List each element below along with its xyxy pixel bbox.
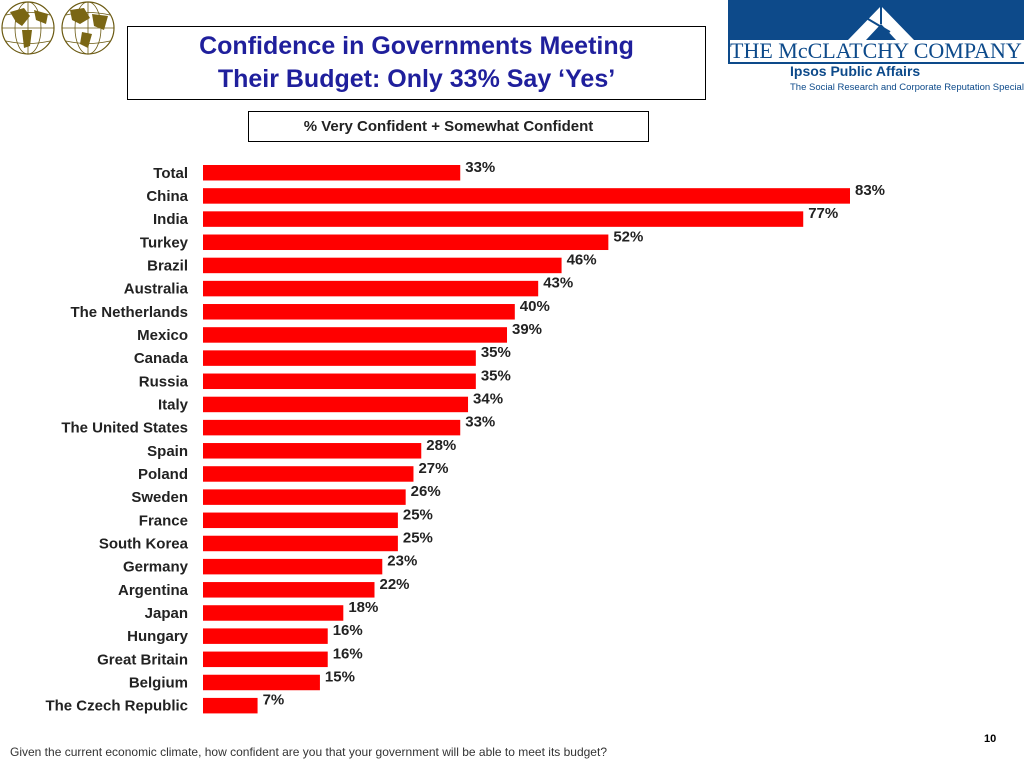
bar xyxy=(203,304,515,320)
chart-subtitle: % Very Confident + Somewhat Confident xyxy=(248,111,649,142)
logo: THE McCLATCHY COMPANY Ipsos Public Affai… xyxy=(728,0,1024,100)
data-label: 15% xyxy=(325,668,355,685)
world-globes-icon xyxy=(1,1,115,55)
bar xyxy=(203,373,476,390)
bar xyxy=(203,605,344,621)
page-title-line-2: Their Budget: Only 33% Say ‘Yes’ xyxy=(217,65,616,93)
bar xyxy=(203,443,422,459)
category-label: Russia xyxy=(139,373,189,390)
bar xyxy=(203,582,375,598)
bar xyxy=(203,466,414,482)
data-label: 7% xyxy=(263,692,285,709)
data-label: 33% xyxy=(465,414,495,431)
data-label: 28% xyxy=(426,437,456,454)
bar xyxy=(203,257,562,274)
data-label: 77% xyxy=(808,205,838,222)
category-label: The United States xyxy=(61,420,188,437)
title-box: Confidence in Governments Meeting Their … xyxy=(127,26,706,100)
bar-chart: Total 33% China 83% India 77% Turkey 52% Brazil 4… xyxy=(45,159,885,715)
bar xyxy=(203,489,406,505)
data-label: 33% xyxy=(465,159,495,176)
bar xyxy=(203,628,328,644)
category-label: Brazil xyxy=(147,257,188,274)
category-label: France xyxy=(139,512,188,529)
bar xyxy=(203,558,383,575)
category-label: South Korea xyxy=(99,535,189,552)
bar xyxy=(203,674,320,691)
bar xyxy=(203,651,328,668)
logo-tagline: The Social Research and Corporate Reputa… xyxy=(790,82,1024,93)
data-label: 25% xyxy=(403,529,433,546)
category-label: China xyxy=(146,188,188,205)
bar xyxy=(203,234,609,251)
bar xyxy=(203,211,804,227)
category-label: Canada xyxy=(134,350,189,367)
category-label: Argentina xyxy=(118,582,189,599)
house-roof-icon xyxy=(848,6,914,40)
category-label: The Netherlands xyxy=(70,304,188,321)
data-label: 22% xyxy=(379,576,409,593)
category-label: Spain xyxy=(147,443,188,460)
category-label: Mexico xyxy=(137,327,188,344)
bar xyxy=(203,697,258,714)
logo-company-name: THE McCLATCHY COMPANY xyxy=(730,40,1024,62)
category-label: Germany xyxy=(123,559,189,576)
bar xyxy=(203,535,398,552)
data-label: 83% xyxy=(855,182,885,199)
category-label: Sweden xyxy=(131,489,188,506)
data-label: 26% xyxy=(411,483,441,500)
category-label: Hungary xyxy=(127,628,189,645)
category-label: Total xyxy=(153,165,188,182)
bar xyxy=(203,188,850,204)
data-label: 52% xyxy=(613,228,643,245)
data-label: 18% xyxy=(348,599,378,616)
data-label: 40% xyxy=(520,298,550,315)
category-label: Great Britain xyxy=(97,651,188,668)
category-label: Turkey xyxy=(140,234,189,251)
bar xyxy=(203,396,469,413)
data-label: 25% xyxy=(403,506,433,523)
data-label: 35% xyxy=(481,367,511,384)
data-label: 27% xyxy=(418,460,448,477)
category-label: Australia xyxy=(124,281,189,298)
bar xyxy=(203,350,476,366)
data-label: 39% xyxy=(512,321,542,338)
category-label: Belgium xyxy=(129,674,188,691)
survey-question: Given the current economic climate, how … xyxy=(10,745,607,759)
category-label: The Czech Republic xyxy=(45,698,188,715)
bar xyxy=(203,165,461,181)
bar xyxy=(203,280,539,297)
category-label: Poland xyxy=(138,466,188,483)
logo-ipsos: Ipsos Public Affairs xyxy=(790,63,921,79)
page-number: 10 xyxy=(984,733,997,745)
data-label: 35% xyxy=(481,344,511,361)
data-label: 16% xyxy=(333,645,363,662)
category-label: India xyxy=(153,211,189,228)
page-title-line-1: Confidence in Governments Meeting xyxy=(199,32,634,60)
category-label: Italy xyxy=(158,396,189,413)
data-label: 46% xyxy=(567,251,597,268)
data-label: 16% xyxy=(333,622,363,639)
bar xyxy=(203,512,398,529)
data-label: 23% xyxy=(387,553,417,570)
data-label: 34% xyxy=(473,390,503,407)
bar xyxy=(203,419,461,436)
category-label: Japan xyxy=(145,605,188,622)
data-label: 43% xyxy=(543,275,573,292)
bar xyxy=(203,327,508,343)
